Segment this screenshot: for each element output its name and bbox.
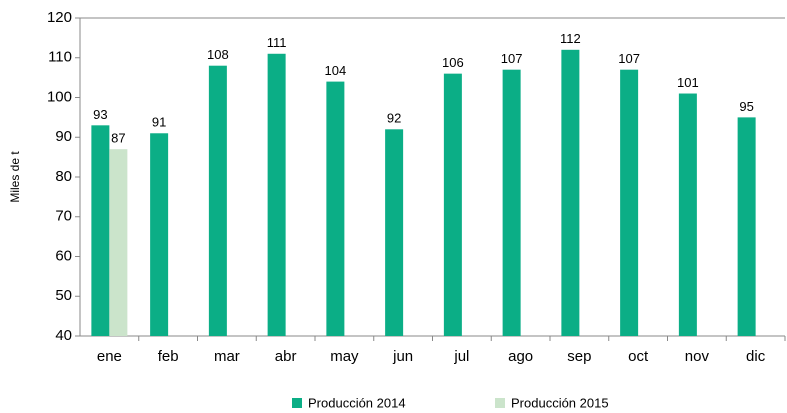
bar: [267, 53, 286, 337]
bar: [620, 69, 639, 337]
y-tick-label: 110: [48, 49, 72, 66]
x-tick-label: oct: [628, 348, 649, 365]
y-tick-label: 100: [47, 88, 72, 105]
y-tick-label: 90: [55, 128, 72, 145]
bar: [150, 133, 169, 336]
bar: [385, 129, 404, 336]
x-tick-label: jun: [392, 348, 413, 365]
value-label: 92: [387, 111, 401, 126]
legend-label: Producción 2015: [511, 395, 609, 408]
bar: [737, 117, 756, 336]
value-label: 107: [618, 51, 640, 66]
legend-swatch: [495, 398, 505, 408]
value-label: 106: [442, 55, 464, 70]
value-label: 107: [501, 51, 523, 66]
bar: [91, 125, 110, 336]
x-tick-label: jul: [453, 348, 469, 365]
bar: [326, 81, 345, 336]
legend-label: Producción 2014: [308, 395, 406, 408]
x-tick-label: ene: [97, 348, 122, 365]
x-tick-label: feb: [158, 348, 179, 365]
x-tick-label: sep: [567, 348, 591, 365]
x-tick-label: nov: [685, 348, 710, 365]
value-label: 87: [111, 131, 125, 146]
y-tick-label: 60: [55, 247, 72, 264]
x-tick-label: dic: [746, 348, 766, 365]
y-tick-label: 120: [47, 9, 72, 26]
x-tick-label: mar: [214, 348, 240, 365]
y-tick-label: 80: [55, 168, 72, 185]
value-label: 104: [325, 63, 347, 78]
value-label: 108: [207, 47, 229, 62]
y-tick-label: 70: [55, 208, 72, 225]
y-tick-label: 40: [55, 327, 72, 344]
legend-swatch: [292, 398, 302, 408]
value-label: 111: [267, 35, 287, 50]
bar: [208, 65, 227, 336]
y-tick-label: 50: [55, 287, 72, 304]
bar: [561, 49, 580, 337]
bar: [678, 93, 697, 337]
value-label: 112: [560, 31, 581, 46]
x-tick-label: abr: [275, 348, 297, 365]
value-label: 95: [739, 99, 753, 114]
bar: [502, 69, 521, 337]
x-tick-label: may: [330, 348, 359, 365]
value-label: 101: [677, 75, 699, 90]
x-tick-label: ago: [508, 348, 533, 365]
y-axis-label: Miles de t: [8, 151, 22, 203]
value-label: 93: [93, 107, 107, 122]
bar: [109, 149, 128, 336]
value-label: 91: [152, 115, 166, 130]
bar: [443, 73, 462, 337]
